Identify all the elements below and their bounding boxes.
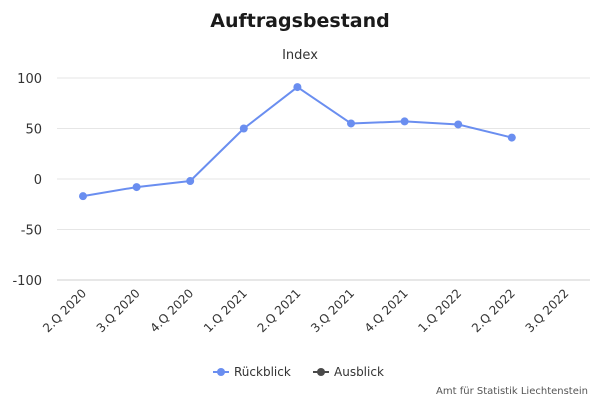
legend: Rückblick Ausblick — [213, 365, 384, 379]
chart-credit[interactable]: Amt für Statistik Liechtenstein — [436, 386, 588, 397]
x-tick-label: 1.Q 2022 — [415, 286, 464, 335]
x-tick-label: 3.Q 2022 — [523, 286, 572, 335]
chart-title: Auftragsbestand — [210, 10, 390, 32]
x-tick-label: 1.Q 2021 — [201, 286, 250, 335]
x-tick-label: 2.Q 2022 — [469, 286, 518, 335]
y-tick-label: -100 — [12, 274, 42, 289]
series-line — [82, 86, 513, 198]
data-point[interactable] — [507, 133, 516, 142]
x-tick-label: 3.Q 2021 — [308, 286, 357, 335]
x-tick-label: 2.Q 2021 — [255, 286, 304, 335]
x-tick-label: 4.Q 2021 — [362, 286, 411, 335]
x-tick-label: 2.Q 2020 — [40, 286, 89, 335]
legend-item-rueckblick[interactable]: Rückblick — [213, 365, 291, 379]
y-tick-label: -50 — [21, 224, 42, 239]
data-point[interactable] — [454, 120, 463, 129]
data-point[interactable] — [186, 177, 195, 186]
chart-subtitle: Index — [282, 48, 318, 63]
x-tick-label: 4.Q 2020 — [147, 286, 196, 335]
legend-marker-rueckblick — [217, 368, 225, 376]
y-tick-label: 100 — [17, 72, 42, 87]
legend-label-rueckblick: Rückblick — [234, 365, 291, 379]
data-point[interactable] — [347, 119, 355, 128]
legend-marker-ausblick — [317, 368, 325, 376]
legend-item-ausblick[interactable]: Ausblick — [313, 365, 384, 379]
y-axis-ticks: 100 50 0 -50 -100 — [12, 72, 42, 289]
x-axis-ticks: 2.Q 2020 3.Q 2020 4.Q 2020 1.Q 2021 2.Q 2021… — [40, 286, 571, 335]
data-point[interactable] — [79, 192, 87, 201]
data-point[interactable] — [400, 117, 409, 126]
data-point[interactable] — [132, 183, 141, 192]
y-tick-label: 50 — [25, 123, 42, 138]
data-point[interactable] — [293, 83, 302, 92]
legend-label-ausblick: Ausblick — [334, 365, 384, 379]
series-lines — [82, 86, 513, 198]
data-point[interactable] — [239, 124, 248, 133]
x-tick-label: 3.Q 2020 — [94, 286, 143, 335]
y-tick-label: 0 — [34, 173, 42, 188]
grid-lines — [57, 77, 590, 281]
data-points — [79, 83, 516, 201]
